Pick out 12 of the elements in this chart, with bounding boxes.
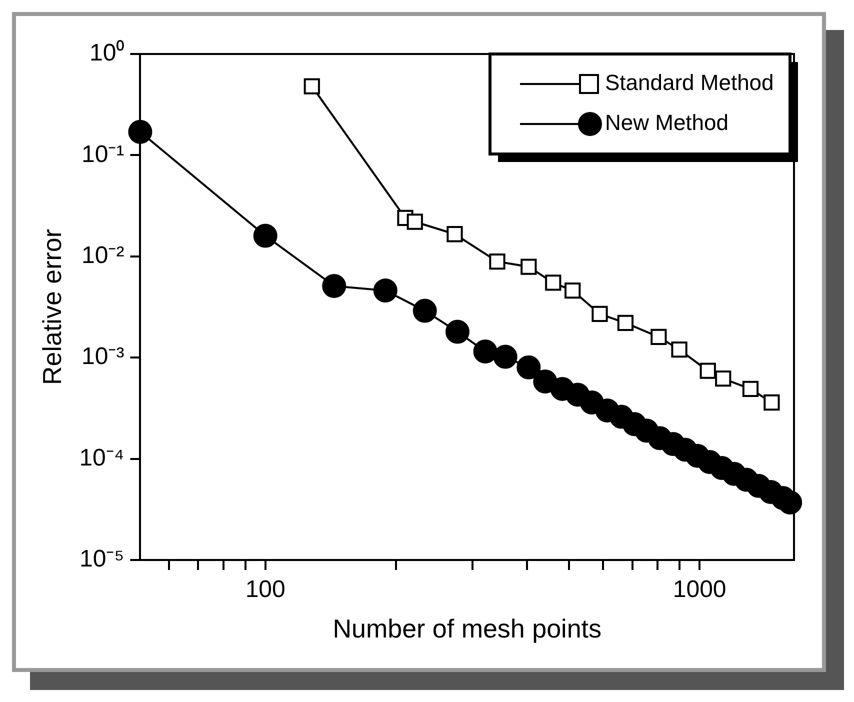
legend-label: Standard Method: [605, 70, 774, 96]
x-tick-label: 1000: [672, 576, 726, 604]
y-tick-label: 10⁻⁴: [79, 444, 124, 472]
y-tick-label: 10⁻¹: [82, 140, 124, 168]
y-axis-title: Relative error: [36, 228, 67, 386]
y-tick-label: 10⁻²: [82, 242, 124, 270]
x-tick-label: 100: [245, 576, 286, 604]
y-tick-label: 10⁻⁵: [80, 546, 124, 573]
legend-label: New Method: [605, 110, 729, 136]
y-tick-label: 10⁻³: [82, 343, 124, 370]
y-tick-label: 10⁰: [90, 40, 124, 67]
x-axis-title: Number of mesh points: [332, 614, 602, 644]
